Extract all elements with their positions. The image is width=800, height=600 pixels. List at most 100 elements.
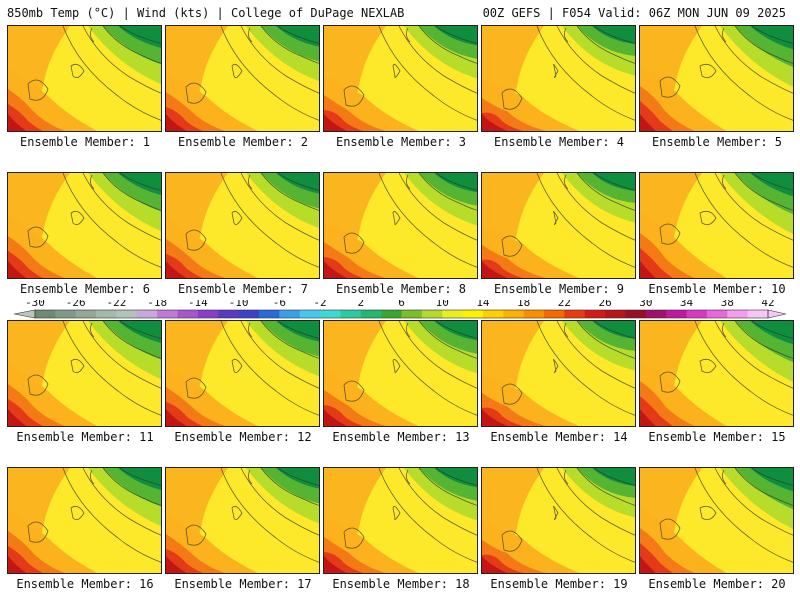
ensemble-member-label: Ensemble Member: 6 <box>19 282 151 296</box>
colorbar-swatch <box>584 310 606 318</box>
ensemble-member-map <box>7 25 162 132</box>
colorbar-tick-label: 42 <box>761 300 774 309</box>
ensemble-member-map <box>481 467 636 574</box>
ensemble-member-map <box>481 320 636 427</box>
colorbar-tick-label: -10 <box>229 300 249 309</box>
ensemble-member-map <box>323 467 478 574</box>
ensemble-member-map <box>165 320 320 427</box>
colorbar-swatch <box>727 310 749 318</box>
colorbar-swatch <box>96 310 117 318</box>
ensemble-member-map <box>323 172 478 279</box>
ensemble-member-map <box>639 25 794 132</box>
colorbar-tick-label: -14 <box>188 300 208 309</box>
ensemble-member-map <box>7 467 162 574</box>
colorbar-swatch <box>645 310 667 318</box>
colorbar-swatch <box>218 310 240 318</box>
colorbar-tick-label: 14 <box>476 300 490 309</box>
colorbar-tick-label: 18 <box>517 300 530 309</box>
colorbar-right-arrow <box>767 309 787 319</box>
colorbar-swatch <box>686 310 708 318</box>
colorbar-tick-label: -18 <box>147 300 167 309</box>
ensemble-member-label: Ensemble Member: 8 <box>335 282 467 296</box>
colorbar-swatch <box>503 310 525 318</box>
colorbar-swatch <box>35 310 56 318</box>
ensemble-member-label: Ensemble Member: 20 <box>648 577 786 591</box>
ensemble-member-map <box>481 25 636 132</box>
ensemble-member-label: Ensemble Member: 3 <box>335 135 467 149</box>
colorbar-swatch <box>116 310 138 318</box>
colorbar-tick-label: 26 <box>598 300 611 309</box>
ensemble-member-map <box>481 172 636 279</box>
ensemble-member-label: Ensemble Member: 2 <box>177 135 309 149</box>
ensemble-member-label: Ensemble Member: 15 <box>648 430 786 444</box>
colorbar-swatch <box>706 310 728 318</box>
colorbar-tick-label: 38 <box>721 300 734 309</box>
colorbar-tick-label: 34 <box>680 300 694 309</box>
colorbar-swatch <box>605 310 626 318</box>
colorbar-tick-label: 30 <box>639 300 652 309</box>
ensemble-member-label: Ensemble Member: 19 <box>490 577 628 591</box>
colorbar-swatch <box>523 310 545 318</box>
ensemble-member-label: Ensemble Member: 7 <box>177 282 309 296</box>
ensemble-member-map <box>165 25 320 132</box>
ensemble-member-label: Ensemble Member: 13 <box>332 430 470 444</box>
ensemble-member-map <box>323 320 478 427</box>
ensemble-member-map <box>165 467 320 574</box>
ensemble-member-label: Ensemble Member: 14 <box>490 430 628 444</box>
colorbar-swatch <box>666 310 688 318</box>
ensemble-member-label: Ensemble Member: 17 <box>174 577 312 591</box>
temperature-colorbar: -30 -26 -22 -18 -14 -10 -6 -2 2 6 10 14 18 22 26 30 34 38… <box>13 300 787 319</box>
colorbar-swatch <box>340 310 362 318</box>
colorbar-tick-label: 6 <box>398 300 405 309</box>
colorbar-tick-label: -30 <box>25 300 45 309</box>
colorbar-swatch <box>55 310 77 318</box>
ensemble-member-label: Ensemble Member: 11 <box>16 430 154 444</box>
ensemble-member-map <box>7 172 162 279</box>
colorbar-swatch <box>421 310 443 318</box>
ensemble-member-map <box>165 172 320 279</box>
colorbar-swatch <box>136 310 158 318</box>
colorbar-swatch <box>157 310 179 318</box>
ensemble-member-map <box>639 320 794 427</box>
ensemble-member-label: Ensemble Member: 12 <box>174 430 312 444</box>
colorbar-tick-label: 2 <box>357 300 364 309</box>
colorbar-swatch <box>299 310 321 318</box>
colorbar-swatch <box>177 310 199 318</box>
map-title: 850mb Temp (°C) | Wind (kts) | College o… <box>7 6 405 20</box>
colorbar-swatch <box>381 310 402 318</box>
colorbar-swatch <box>482 310 504 318</box>
ensemble-member-label: Ensemble Member: 10 <box>648 282 786 296</box>
ensemble-member-label: Ensemble Member: 5 <box>651 135 783 149</box>
colorbar-swatch <box>279 310 301 318</box>
colorbar-swatch <box>625 310 647 318</box>
model-run-valid-time: 00Z GEFS | F054 Valid: 06Z MON JUN 09 20… <box>482 6 786 20</box>
colorbar-swatch <box>544 310 565 318</box>
colorbar-swatch <box>238 310 260 318</box>
colorbar-tick-label: -2 <box>313 300 326 309</box>
ensemble-member-map <box>7 320 162 427</box>
ensemble-member-label: Ensemble Member: 18 <box>332 577 470 591</box>
colorbar-tick-label: 22 <box>558 300 571 309</box>
colorbar-tick-label: -26 <box>66 300 86 309</box>
colorbar-swatch <box>258 310 280 318</box>
ensemble-member-map <box>639 467 794 574</box>
colorbar-tick-label: -22 <box>107 300 127 309</box>
colorbar-swatch <box>442 310 464 318</box>
ensemble-member-label: Ensemble Member: 9 <box>493 282 625 296</box>
colorbar-swatch <box>401 310 423 318</box>
colorbar-tick-label: -6 <box>273 300 286 309</box>
colorbar-swatch <box>462 310 484 318</box>
colorbar-swatch <box>197 310 219 318</box>
ensemble-member-label: Ensemble Member: 4 <box>493 135 625 149</box>
colorbar-tick-label: 10 <box>436 300 449 309</box>
colorbar-swatch <box>360 310 382 318</box>
ensemble-member-map <box>639 172 794 279</box>
colorbar-swatch <box>564 310 586 318</box>
colorbar-swatch <box>75 310 97 318</box>
colorbar-swatch <box>747 310 769 318</box>
ensemble-member-label: Ensemble Member: 16 <box>16 577 154 591</box>
ensemble-member-label: Ensemble Member: 1 <box>19 135 151 149</box>
ensemble-member-map <box>323 25 478 132</box>
colorbar-left-arrow <box>13 309 36 319</box>
colorbar-swatch <box>320 310 341 318</box>
